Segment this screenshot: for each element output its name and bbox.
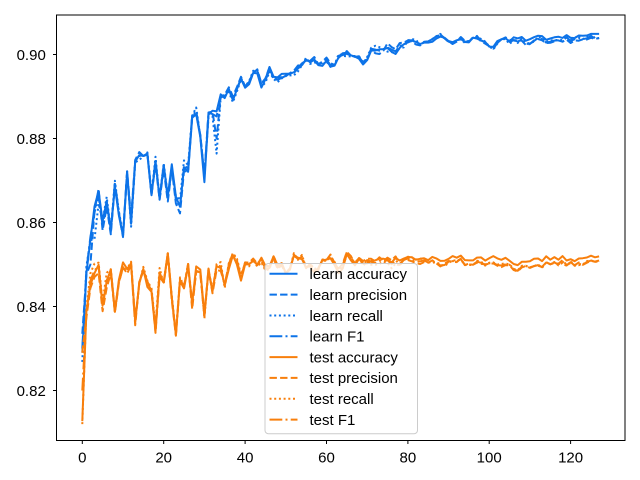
svg-text:learn precision: learn precision (310, 287, 408, 304)
svg-text:0.84: 0.84 (17, 299, 46, 316)
svg-text:test precision: test precision (310, 370, 398, 387)
svg-text:80: 80 (400, 449, 417, 466)
svg-text:test F1: test F1 (310, 412, 356, 429)
svg-text:0: 0 (78, 449, 86, 466)
svg-text:test accuracy: test accuracy (310, 349, 399, 366)
svg-text:120: 120 (558, 449, 583, 466)
svg-text:0.82: 0.82 (17, 383, 46, 400)
svg-text:0.86: 0.86 (17, 215, 46, 232)
svg-text:20: 20 (155, 449, 172, 466)
svg-text:60: 60 (318, 449, 335, 466)
svg-text:40: 40 (237, 449, 254, 466)
svg-text:0.88: 0.88 (17, 131, 46, 148)
svg-text:learn accuracy: learn accuracy (310, 266, 408, 283)
svg-text:test recall: test recall (310, 391, 374, 408)
svg-text:100: 100 (477, 449, 502, 466)
svg-text:learn F1: learn F1 (310, 329, 365, 346)
svg-text:learn recall: learn recall (310, 308, 383, 325)
svg-text:0.90: 0.90 (17, 47, 46, 64)
